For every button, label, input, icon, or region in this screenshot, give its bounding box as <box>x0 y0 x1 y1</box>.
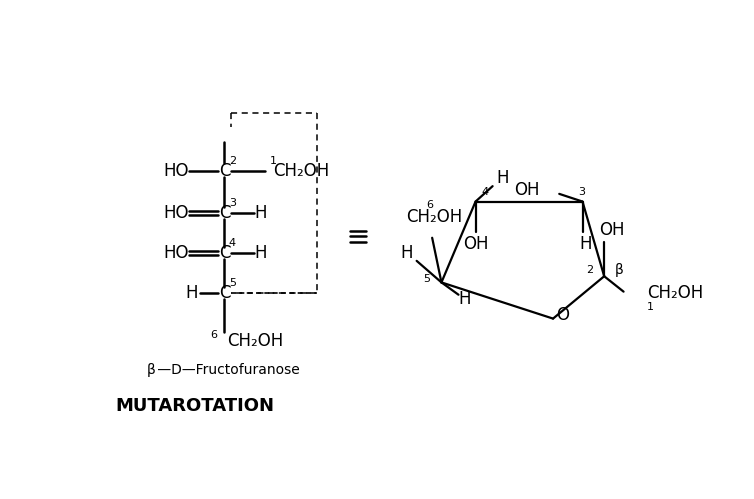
Text: C: C <box>219 204 230 222</box>
Text: C: C <box>219 162 230 180</box>
Text: CH₂OH: CH₂OH <box>273 162 329 180</box>
Text: β: β <box>147 363 155 377</box>
Text: HO: HO <box>164 204 189 222</box>
Text: C: C <box>219 244 230 262</box>
Text: H: H <box>255 204 267 222</box>
Text: β: β <box>615 263 624 277</box>
Text: 6: 6 <box>426 201 434 211</box>
Text: HO: HO <box>164 162 189 180</box>
Text: —D—Fructofuranose: —D—Fructofuranose <box>153 363 300 377</box>
Text: 4: 4 <box>482 187 489 197</box>
Text: CH₂OH: CH₂OH <box>406 208 463 226</box>
Text: 3: 3 <box>228 198 236 208</box>
Text: 1: 1 <box>647 302 654 312</box>
Text: H: H <box>255 244 267 262</box>
Text: C: C <box>219 284 230 302</box>
Text: 4: 4 <box>228 238 236 248</box>
Text: 2: 2 <box>228 156 236 166</box>
Text: 6: 6 <box>210 330 217 340</box>
Text: 2: 2 <box>586 265 593 275</box>
Text: MUTAROTATION: MUTAROTATION <box>115 397 274 415</box>
Text: H: H <box>185 284 198 302</box>
Text: H: H <box>496 170 509 188</box>
Text: OH: OH <box>514 181 540 199</box>
Text: CH₂OH: CH₂OH <box>647 284 703 302</box>
Text: OH: OH <box>599 221 625 239</box>
Text: CH₂OH: CH₂OH <box>228 332 284 350</box>
Text: OH: OH <box>463 235 489 253</box>
Text: 3: 3 <box>578 187 586 197</box>
Text: HO: HO <box>164 244 189 262</box>
Text: O: O <box>556 306 569 324</box>
Text: H: H <box>400 244 413 262</box>
Text: 5: 5 <box>424 273 431 283</box>
Text: 5: 5 <box>228 278 236 288</box>
Text: H: H <box>579 235 592 253</box>
Text: 1: 1 <box>269 156 277 166</box>
Text: H: H <box>458 290 471 308</box>
